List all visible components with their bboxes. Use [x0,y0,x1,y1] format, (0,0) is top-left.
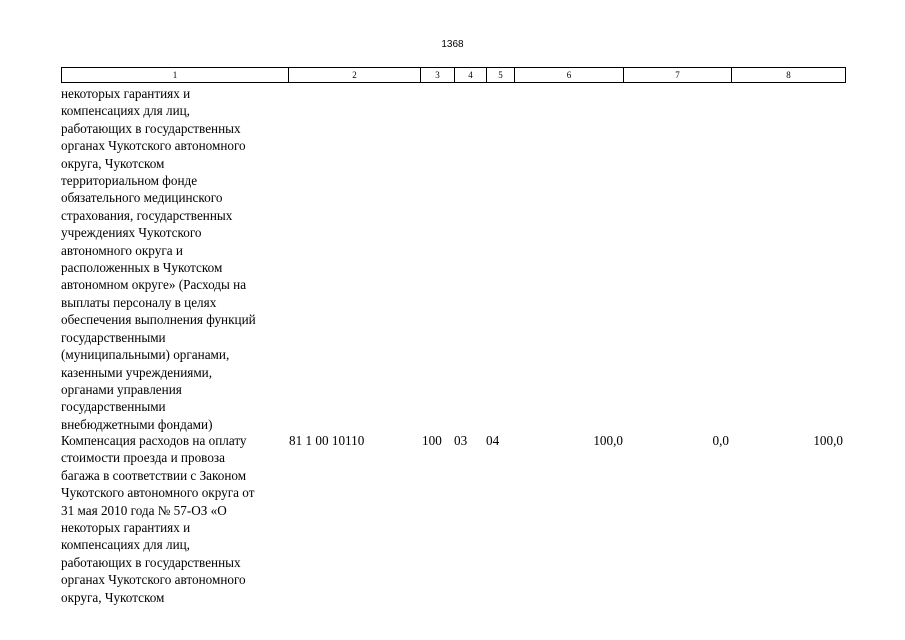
description-line: органах Чукотского автономного [61,572,246,588]
description-line: некоторых гарантиях и [61,86,191,101]
description-line: (муниципальными) органами, [61,347,230,363]
description-line: обеспечения выполнения функций [61,312,256,328]
description-line: Компенсация расходов на оплату [61,433,247,448]
description-line: обязательного медицинского [61,190,223,206]
description-line: учреждениях Чукотского [61,225,202,241]
description-line: компенсациях для лиц, [61,537,190,553]
current-row-description: Компенсация расходов на оплату стоимости … [61,432,289,606]
description-line: некоторых гарантиях и [61,520,191,536]
description-line: 31 мая 2010 года № 57-ОЗ «О [61,502,227,518]
description-line: округа, Чукотском [61,155,165,171]
description-line: территориальном фонде [61,173,198,189]
section-code: 100 [422,433,442,448]
page-number: 1368 [441,39,464,50]
description-line: работающих в государственных [61,554,241,570]
header-cell-3: 3 [420,67,455,83]
amount-col-8: 100,0 [813,433,843,448]
description-line: расположенных в Чукотском [61,260,223,276]
description-line: автономного округа и [61,242,183,258]
description-line: Чукотского автономного округа от [61,485,255,501]
header-cell-8: 8 [731,67,846,83]
header-cell-7: 7 [623,67,732,83]
description-line: государственными [61,329,166,345]
header-cell-1: 1 [61,67,289,83]
budget-code: 81 1 00 10110 [289,433,365,448]
header-cell-4: 4 [454,67,487,83]
description-line: выплаты персоналу в целях [61,294,217,310]
amount-col-6: 100,0 [593,433,623,448]
description-line: органами управления [61,381,182,397]
description-line: багажа в соответствии с Законом [61,467,247,483]
description-line: автономном округе» (Расходы на [61,277,247,293]
description-line: компенсациях для лиц, [61,103,190,119]
description-line: органах Чукотского автономного [61,138,246,154]
description-line: работающих в государственных [61,120,241,136]
description-line: казенными учреждениями, [61,364,213,380]
amount-col-7: 0,0 [712,433,729,448]
table-header: 1 2 3 4 5 6 7 8 [61,67,846,83]
description-line: округа, Чукотском [61,589,165,605]
description-line: государственными [61,399,166,415]
previous-row-description: некоторых гарантиях и компенсациях для ли… [61,85,289,433]
header-cell-6: 6 [514,67,624,83]
subsection-code: 03 [454,433,468,448]
description-line: стоимости проезда и провоза [61,450,225,466]
description-line: внебюджетными фондами) [61,416,213,432]
header-cell-5: 5 [486,67,515,83]
description-line: страхования, государственных [61,207,233,223]
expense-group-code: 04 [486,433,500,448]
header-cell-2: 2 [288,67,421,83]
